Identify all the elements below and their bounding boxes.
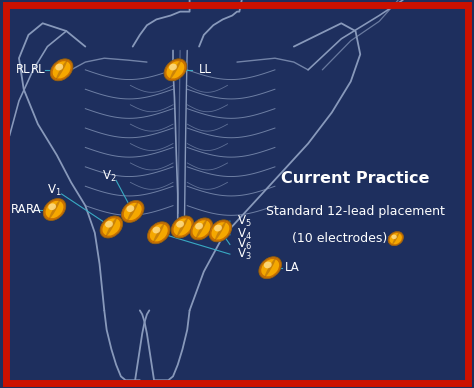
Ellipse shape — [100, 216, 123, 238]
Ellipse shape — [261, 259, 279, 276]
Ellipse shape — [150, 224, 168, 241]
Ellipse shape — [258, 256, 282, 279]
Ellipse shape — [170, 60, 181, 80]
Text: RL: RL — [31, 63, 46, 76]
Ellipse shape — [209, 220, 232, 242]
Ellipse shape — [177, 217, 188, 237]
Text: $\mathregular{V}_3$: $\mathregular{V}_3$ — [237, 247, 252, 262]
Ellipse shape — [127, 205, 134, 212]
Ellipse shape — [195, 223, 203, 230]
Ellipse shape — [392, 235, 397, 239]
Ellipse shape — [388, 232, 403, 246]
Text: RL: RL — [16, 63, 31, 76]
Text: $\mathregular{V}_5$: $\mathregular{V}_5$ — [237, 214, 252, 229]
Ellipse shape — [105, 221, 113, 228]
Ellipse shape — [56, 60, 67, 80]
Ellipse shape — [53, 61, 71, 78]
Text: LA: LA — [284, 261, 299, 274]
Ellipse shape — [166, 61, 184, 78]
Ellipse shape — [153, 227, 160, 234]
Ellipse shape — [176, 221, 184, 228]
Ellipse shape — [147, 222, 170, 244]
Ellipse shape — [100, 216, 123, 238]
Ellipse shape — [55, 64, 63, 71]
Ellipse shape — [102, 218, 120, 236]
Text: Current Practice: Current Practice — [281, 171, 430, 186]
Ellipse shape — [43, 198, 66, 221]
Ellipse shape — [264, 262, 272, 268]
Text: (10 electrodes):: (10 electrodes): — [292, 232, 391, 245]
Ellipse shape — [211, 222, 229, 239]
Text: $\mathregular{V}_4$: $\mathregular{V}_4$ — [237, 227, 252, 242]
Ellipse shape — [190, 218, 213, 240]
Ellipse shape — [106, 217, 117, 237]
Ellipse shape — [215, 221, 226, 241]
Ellipse shape — [173, 218, 191, 236]
Ellipse shape — [209, 220, 232, 242]
Text: Standard 12-lead placement: Standard 12-lead placement — [266, 205, 445, 218]
Text: $\mathregular{V}_6$: $\mathregular{V}_6$ — [237, 237, 252, 252]
Ellipse shape — [259, 257, 282, 279]
Ellipse shape — [164, 59, 187, 81]
Text: $\mathregular{V}_2$: $\mathregular{V}_2$ — [102, 169, 117, 184]
Text: $\mathregular{V}_1$: $\mathregular{V}_1$ — [47, 183, 62, 197]
Ellipse shape — [171, 216, 194, 238]
Ellipse shape — [48, 203, 56, 210]
Ellipse shape — [192, 220, 210, 237]
Ellipse shape — [264, 258, 276, 277]
Ellipse shape — [214, 225, 222, 232]
Ellipse shape — [43, 199, 66, 220]
Ellipse shape — [190, 218, 213, 240]
Ellipse shape — [127, 202, 138, 221]
Ellipse shape — [196, 219, 207, 239]
Ellipse shape — [171, 216, 194, 238]
Ellipse shape — [164, 59, 187, 81]
Ellipse shape — [388, 231, 404, 246]
Text: RA: RA — [26, 203, 42, 216]
Ellipse shape — [49, 200, 60, 219]
Text: LL: LL — [199, 63, 212, 76]
Ellipse shape — [50, 59, 73, 81]
Ellipse shape — [50, 59, 73, 81]
Ellipse shape — [124, 203, 142, 220]
Ellipse shape — [121, 200, 145, 223]
Ellipse shape — [169, 64, 177, 71]
Ellipse shape — [46, 201, 64, 218]
Text: RA: RA — [10, 203, 26, 216]
Ellipse shape — [392, 232, 400, 245]
Ellipse shape — [153, 223, 164, 242]
Ellipse shape — [121, 201, 144, 222]
Ellipse shape — [147, 222, 171, 244]
Ellipse shape — [390, 233, 402, 244]
